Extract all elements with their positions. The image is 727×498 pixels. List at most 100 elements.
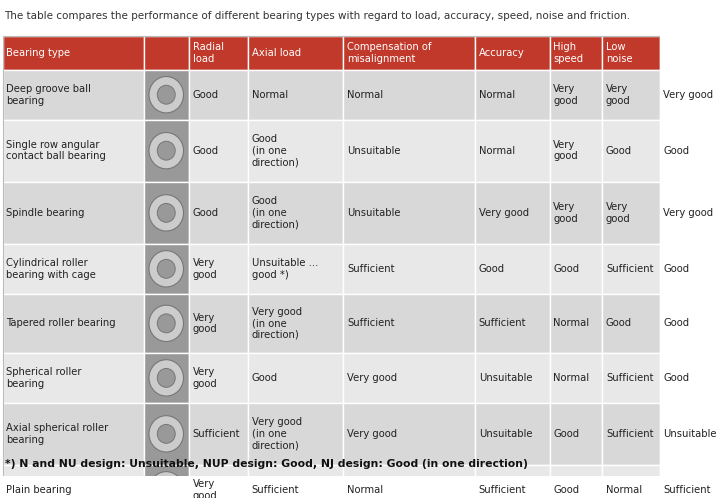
Text: Sufficient: Sufficient xyxy=(252,485,299,495)
Bar xyxy=(659,465,727,498)
Text: Accuracy: Accuracy xyxy=(479,48,524,58)
Bar xyxy=(343,120,475,182)
Text: Plain bearing: Plain bearing xyxy=(7,485,72,495)
Bar xyxy=(248,465,343,498)
Text: Good: Good xyxy=(553,264,579,274)
Circle shape xyxy=(149,250,183,287)
Circle shape xyxy=(149,416,183,452)
Text: Single row angular
contact ball bearing: Single row angular contact ball bearing xyxy=(7,140,106,161)
Bar xyxy=(602,182,659,244)
Text: Good: Good xyxy=(663,373,689,383)
Text: Low
friction: Low friction xyxy=(663,42,699,64)
Bar xyxy=(248,244,343,294)
Circle shape xyxy=(149,360,183,396)
Bar xyxy=(248,182,343,244)
Bar xyxy=(143,294,189,353)
Circle shape xyxy=(157,369,175,387)
Bar xyxy=(248,353,343,403)
Circle shape xyxy=(149,472,183,498)
Text: Very
good: Very good xyxy=(193,258,217,279)
Bar xyxy=(475,244,550,294)
Circle shape xyxy=(149,305,183,342)
Text: Very good: Very good xyxy=(663,208,713,218)
Text: The table compares the performance of different bearing types with regard to loa: The table compares the performance of di… xyxy=(4,11,630,21)
Text: Radial
load: Radial load xyxy=(193,42,224,64)
Bar xyxy=(189,36,248,70)
Bar xyxy=(3,294,143,353)
Text: Good: Good xyxy=(193,146,219,156)
Bar xyxy=(659,403,727,465)
Text: Very
good: Very good xyxy=(553,140,578,161)
Text: Normal: Normal xyxy=(347,485,383,495)
Bar xyxy=(189,182,248,244)
Text: Sufficient: Sufficient xyxy=(479,485,526,495)
Circle shape xyxy=(161,89,172,101)
Bar xyxy=(3,465,143,498)
Circle shape xyxy=(157,259,175,278)
Bar xyxy=(602,120,659,182)
Bar xyxy=(143,244,189,294)
Bar xyxy=(659,36,727,70)
Text: Good: Good xyxy=(193,90,219,100)
Text: Good: Good xyxy=(479,264,505,274)
Bar xyxy=(3,120,143,182)
Text: Normal: Normal xyxy=(252,90,288,100)
Text: Good: Good xyxy=(663,146,689,156)
Text: Compensation of
misalignment: Compensation of misalignment xyxy=(347,42,432,64)
Bar xyxy=(343,36,475,70)
Circle shape xyxy=(157,424,175,443)
Bar xyxy=(550,120,602,182)
Bar xyxy=(343,244,475,294)
Bar xyxy=(343,70,475,120)
Text: Unsuitable: Unsuitable xyxy=(347,208,401,218)
Bar xyxy=(248,70,343,120)
Bar xyxy=(189,353,248,403)
Text: Good: Good xyxy=(193,208,219,218)
Bar xyxy=(143,353,189,403)
Text: Very good: Very good xyxy=(479,208,529,218)
Text: Unsuitable: Unsuitable xyxy=(663,429,717,439)
Text: Axial load: Axial load xyxy=(252,48,301,58)
Bar xyxy=(475,120,550,182)
Text: Sufficient: Sufficient xyxy=(606,429,654,439)
Text: Good: Good xyxy=(553,485,579,495)
Text: Unsuitable: Unsuitable xyxy=(347,146,401,156)
Circle shape xyxy=(149,77,183,113)
Text: Very good
(in one
direction): Very good (in one direction) xyxy=(252,307,302,340)
Circle shape xyxy=(161,145,172,156)
Bar xyxy=(602,353,659,403)
Text: Good
(in one
direction): Good (in one direction) xyxy=(252,134,300,167)
Bar xyxy=(343,353,475,403)
Bar xyxy=(3,244,143,294)
Circle shape xyxy=(157,85,175,104)
Text: Very
good: Very good xyxy=(553,84,578,106)
Text: Bearing type: Bearing type xyxy=(7,48,71,58)
Bar xyxy=(189,465,248,498)
Text: Good: Good xyxy=(663,264,689,274)
Bar xyxy=(475,182,550,244)
Bar xyxy=(248,294,343,353)
Text: Low
noise: Low noise xyxy=(606,42,632,64)
Circle shape xyxy=(157,314,175,333)
Bar xyxy=(189,120,248,182)
Text: Good
(in one
direction): Good (in one direction) xyxy=(252,196,300,230)
Text: Sufficient: Sufficient xyxy=(606,264,654,274)
Circle shape xyxy=(161,318,172,329)
Text: Deep groove ball
bearing: Deep groove ball bearing xyxy=(7,84,91,106)
Circle shape xyxy=(149,132,183,169)
Text: Normal: Normal xyxy=(553,318,590,328)
Bar xyxy=(189,403,248,465)
Bar xyxy=(550,465,602,498)
Bar xyxy=(659,244,727,294)
Bar xyxy=(602,465,659,498)
Text: *) N and NU design: Unsuitable, NUP design: Good, NJ design: Good (in one direct: *) N and NU design: Unsuitable, NUP desi… xyxy=(4,459,527,469)
Bar xyxy=(550,353,602,403)
Bar xyxy=(189,244,248,294)
Text: Unsuitable: Unsuitable xyxy=(479,429,532,439)
Bar xyxy=(248,403,343,465)
Text: Sufficient: Sufficient xyxy=(606,373,654,383)
Text: Spherical roller
bearing: Spherical roller bearing xyxy=(7,367,82,388)
Bar xyxy=(475,36,550,70)
Circle shape xyxy=(157,141,175,160)
Bar xyxy=(475,353,550,403)
